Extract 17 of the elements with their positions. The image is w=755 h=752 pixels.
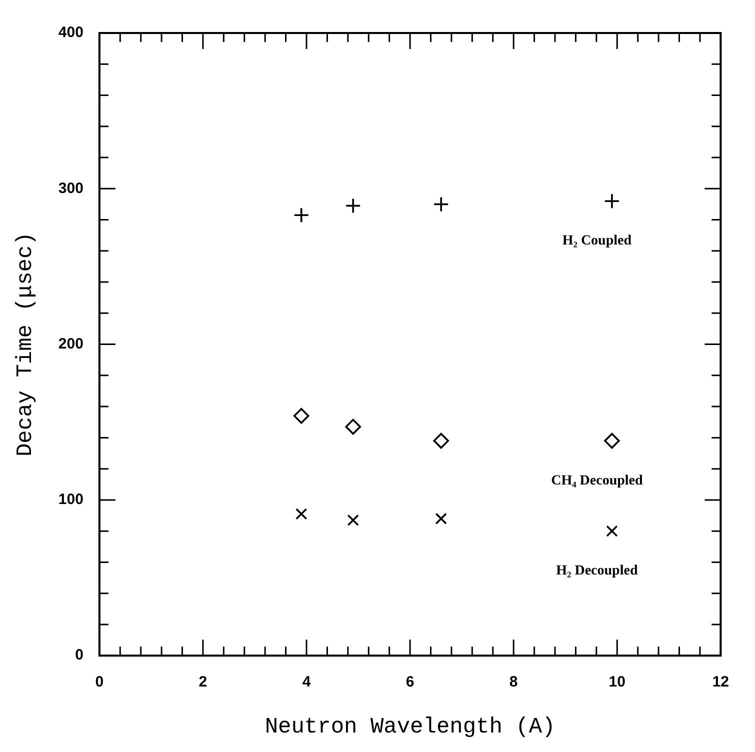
x-tick-label: 12 bbox=[712, 674, 729, 691]
y-tick-label: 300 bbox=[58, 180, 84, 197]
x-tick-label: 8 bbox=[509, 674, 518, 691]
x-tick-label: 2 bbox=[198, 674, 208, 691]
text: CH₄ Decoupled bbox=[551, 473, 643, 488]
x-tick-label: 10 bbox=[608, 674, 626, 691]
x-tick-label: 0 bbox=[95, 674, 104, 691]
y-axis-title: Decay Time (μsec) bbox=[13, 232, 38, 457]
x-tick-label: 6 bbox=[406, 674, 414, 691]
text: H₂ Decoupled bbox=[556, 564, 638, 579]
x-axis-title: Neutron Wavelength (A) bbox=[264, 714, 556, 740]
text: H₂ Coupled bbox=[562, 234, 632, 249]
y-tick-label: 100 bbox=[58, 491, 84, 508]
y-tick-label: 0 bbox=[75, 646, 84, 664]
x-tick-label: 4 bbox=[302, 674, 312, 691]
y-tick-label: 400 bbox=[58, 24, 84, 42]
y-tick-label: 200 bbox=[58, 335, 84, 352]
